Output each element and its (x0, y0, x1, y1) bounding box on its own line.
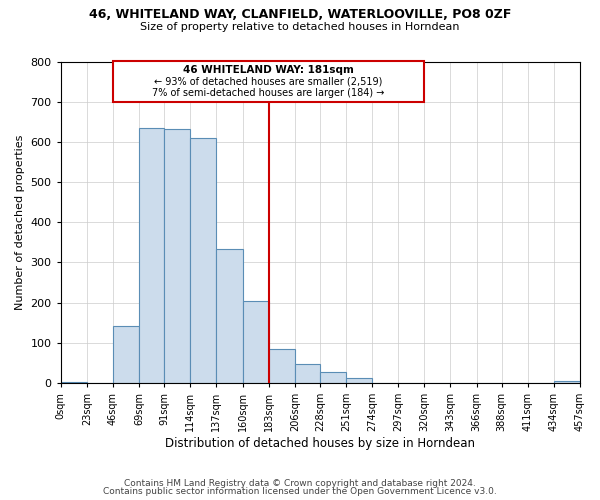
Bar (554, 381, 580, 383)
Bar (320, 372, 346, 383)
Bar (269, 350, 295, 383)
Bar (113, 62, 424, 102)
Bar (190, 138, 217, 383)
Bar (217, 249, 242, 383)
Bar (61, 382, 87, 383)
Bar (164, 129, 190, 383)
Bar (346, 378, 372, 383)
Y-axis label: Number of detached properties: Number of detached properties (15, 134, 25, 310)
Bar (295, 364, 320, 383)
Bar (139, 128, 164, 383)
Text: Contains public sector information licensed under the Open Government Licence v3: Contains public sector information licen… (103, 487, 497, 496)
Text: 46 WHITELAND WAY: 181sqm: 46 WHITELAND WAY: 181sqm (183, 66, 354, 76)
X-axis label: Distribution of detached houses by size in Horndean: Distribution of detached houses by size … (166, 437, 475, 450)
Text: Contains HM Land Registry data © Crown copyright and database right 2024.: Contains HM Land Registry data © Crown c… (124, 478, 476, 488)
Text: 7% of semi-detached houses are larger (184) →: 7% of semi-detached houses are larger (1… (152, 88, 385, 98)
Bar (113, 326, 139, 383)
Bar (242, 302, 269, 383)
Text: Size of property relative to detached houses in Horndean: Size of property relative to detached ho… (140, 22, 460, 32)
Text: 46, WHITELAND WAY, CLANFIELD, WATERLOOVILLE, PO8 0ZF: 46, WHITELAND WAY, CLANFIELD, WATERLOOVI… (89, 8, 511, 20)
Text: ← 93% of detached houses are smaller (2,519): ← 93% of detached houses are smaller (2,… (154, 76, 383, 86)
